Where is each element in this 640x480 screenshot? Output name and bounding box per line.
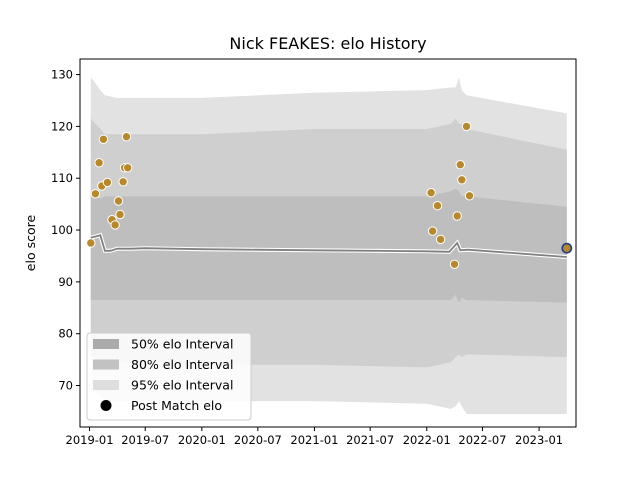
match-point (113, 196, 124, 206)
match-point (123, 163, 133, 173)
x-tick-label: 2020-07 (234, 433, 282, 447)
y-axis-ticks: 70 80 90 100 110 120 130 (51, 68, 80, 393)
match-point (94, 158, 104, 168)
y-tick-label: 70 (58, 379, 73, 393)
legend: 50% elo Interval 80% elo Interval 95% elo … (86, 332, 252, 421)
band-50 (90, 188, 567, 303)
x-tick-label: 2022-01 (403, 433, 451, 447)
x-tick-label: 2022-07 (458, 433, 506, 447)
y-tick-label: 110 (51, 171, 73, 185)
match-point (110, 220, 120, 230)
match-point (455, 160, 465, 170)
legend-swatch (93, 359, 119, 370)
match-point (457, 175, 467, 185)
match-point (432, 201, 443, 211)
x-axis-ticks: 2019-01 2019-07 2020-01 2020-07 2021-01 2021-… (66, 427, 563, 447)
plot-frame (79, 58, 577, 428)
match-point (90, 189, 101, 199)
elo-line (90, 234, 567, 258)
x-tick-label: 2019-01 (66, 433, 114, 447)
legend-label: 95% elo Interval (131, 378, 233, 393)
x-tick-label: 2020-01 (178, 433, 226, 447)
y-tick-label: 120 (51, 119, 73, 133)
match-point (435, 234, 446, 245)
last-match-point (561, 242, 573, 254)
legend-swatch (93, 380, 119, 390)
x-tick-label: 2021-07 (346, 433, 394, 447)
y-axis-label: elo score (23, 215, 38, 272)
match-point (121, 132, 132, 142)
match-point (461, 121, 472, 132)
match-point (98, 134, 109, 145)
chart-title: Nick FEAKES: elo History (229, 34, 426, 53)
elo-line-group (90, 232, 567, 259)
x-tick-label: 2023-01 (515, 433, 563, 447)
match-point (115, 209, 125, 220)
legend-label: 50% elo Interval (131, 337, 233, 352)
legend-marker (100, 400, 112, 411)
match-point (464, 191, 475, 201)
match-markers (86, 121, 573, 269)
legend-box (86, 332, 252, 421)
match-point (449, 259, 460, 269)
y-tick-label: 130 (51, 68, 73, 82)
legend-label: 80% elo Interval (131, 357, 233, 372)
match-point (118, 177, 128, 187)
legend-label: Post Match elo (131, 398, 222, 413)
match-point (426, 188, 436, 198)
x-tick-label: 2019-07 (121, 433, 169, 447)
match-point (452, 211, 462, 221)
legend-swatch (93, 339, 119, 349)
y-tick-label: 100 (51, 223, 73, 237)
match-point (102, 177, 113, 188)
y-tick-label: 90 (58, 275, 73, 289)
match-point (86, 238, 96, 248)
x-tick-label: 2021-01 (290, 433, 338, 447)
interval-bands (90, 77, 567, 414)
match-point (427, 226, 438, 236)
y-tick-label: 80 (58, 327, 73, 341)
